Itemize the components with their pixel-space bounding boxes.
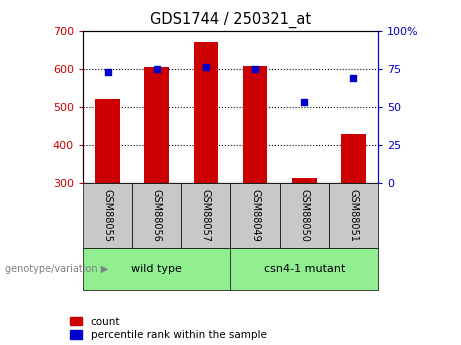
Text: GSM88051: GSM88051 — [349, 189, 359, 242]
Bar — [181, 183, 230, 248]
Point — [202, 65, 210, 70]
Text: genotype/variation ▶: genotype/variation ▶ — [5, 264, 108, 274]
Text: GSM88050: GSM88050 — [299, 189, 309, 242]
Bar — [144, 67, 169, 183]
Text: GSM88049: GSM88049 — [250, 189, 260, 242]
Bar — [95, 99, 120, 183]
Bar — [280, 183, 329, 248]
Bar — [83, 248, 230, 290]
Bar — [329, 183, 378, 248]
Text: wild type: wild type — [131, 264, 182, 274]
Legend: count, percentile rank within the sample: count, percentile rank within the sample — [70, 317, 266, 340]
Point — [301, 100, 308, 105]
Bar — [341, 134, 366, 183]
Bar — [194, 42, 218, 183]
Bar — [230, 183, 280, 248]
Bar — [243, 66, 267, 183]
Bar — [230, 248, 378, 290]
Title: GDS1744 / 250321_at: GDS1744 / 250321_at — [150, 12, 311, 28]
Point — [350, 75, 357, 81]
Bar — [132, 183, 181, 248]
Point — [251, 66, 259, 72]
Text: GSM88055: GSM88055 — [102, 189, 112, 242]
Bar — [83, 183, 132, 248]
Point — [153, 66, 160, 72]
Bar — [292, 178, 317, 183]
Text: GSM88056: GSM88056 — [152, 189, 162, 242]
Text: GSM88057: GSM88057 — [201, 189, 211, 242]
Point — [104, 69, 111, 75]
Text: csn4-1 mutant: csn4-1 mutant — [264, 264, 345, 274]
